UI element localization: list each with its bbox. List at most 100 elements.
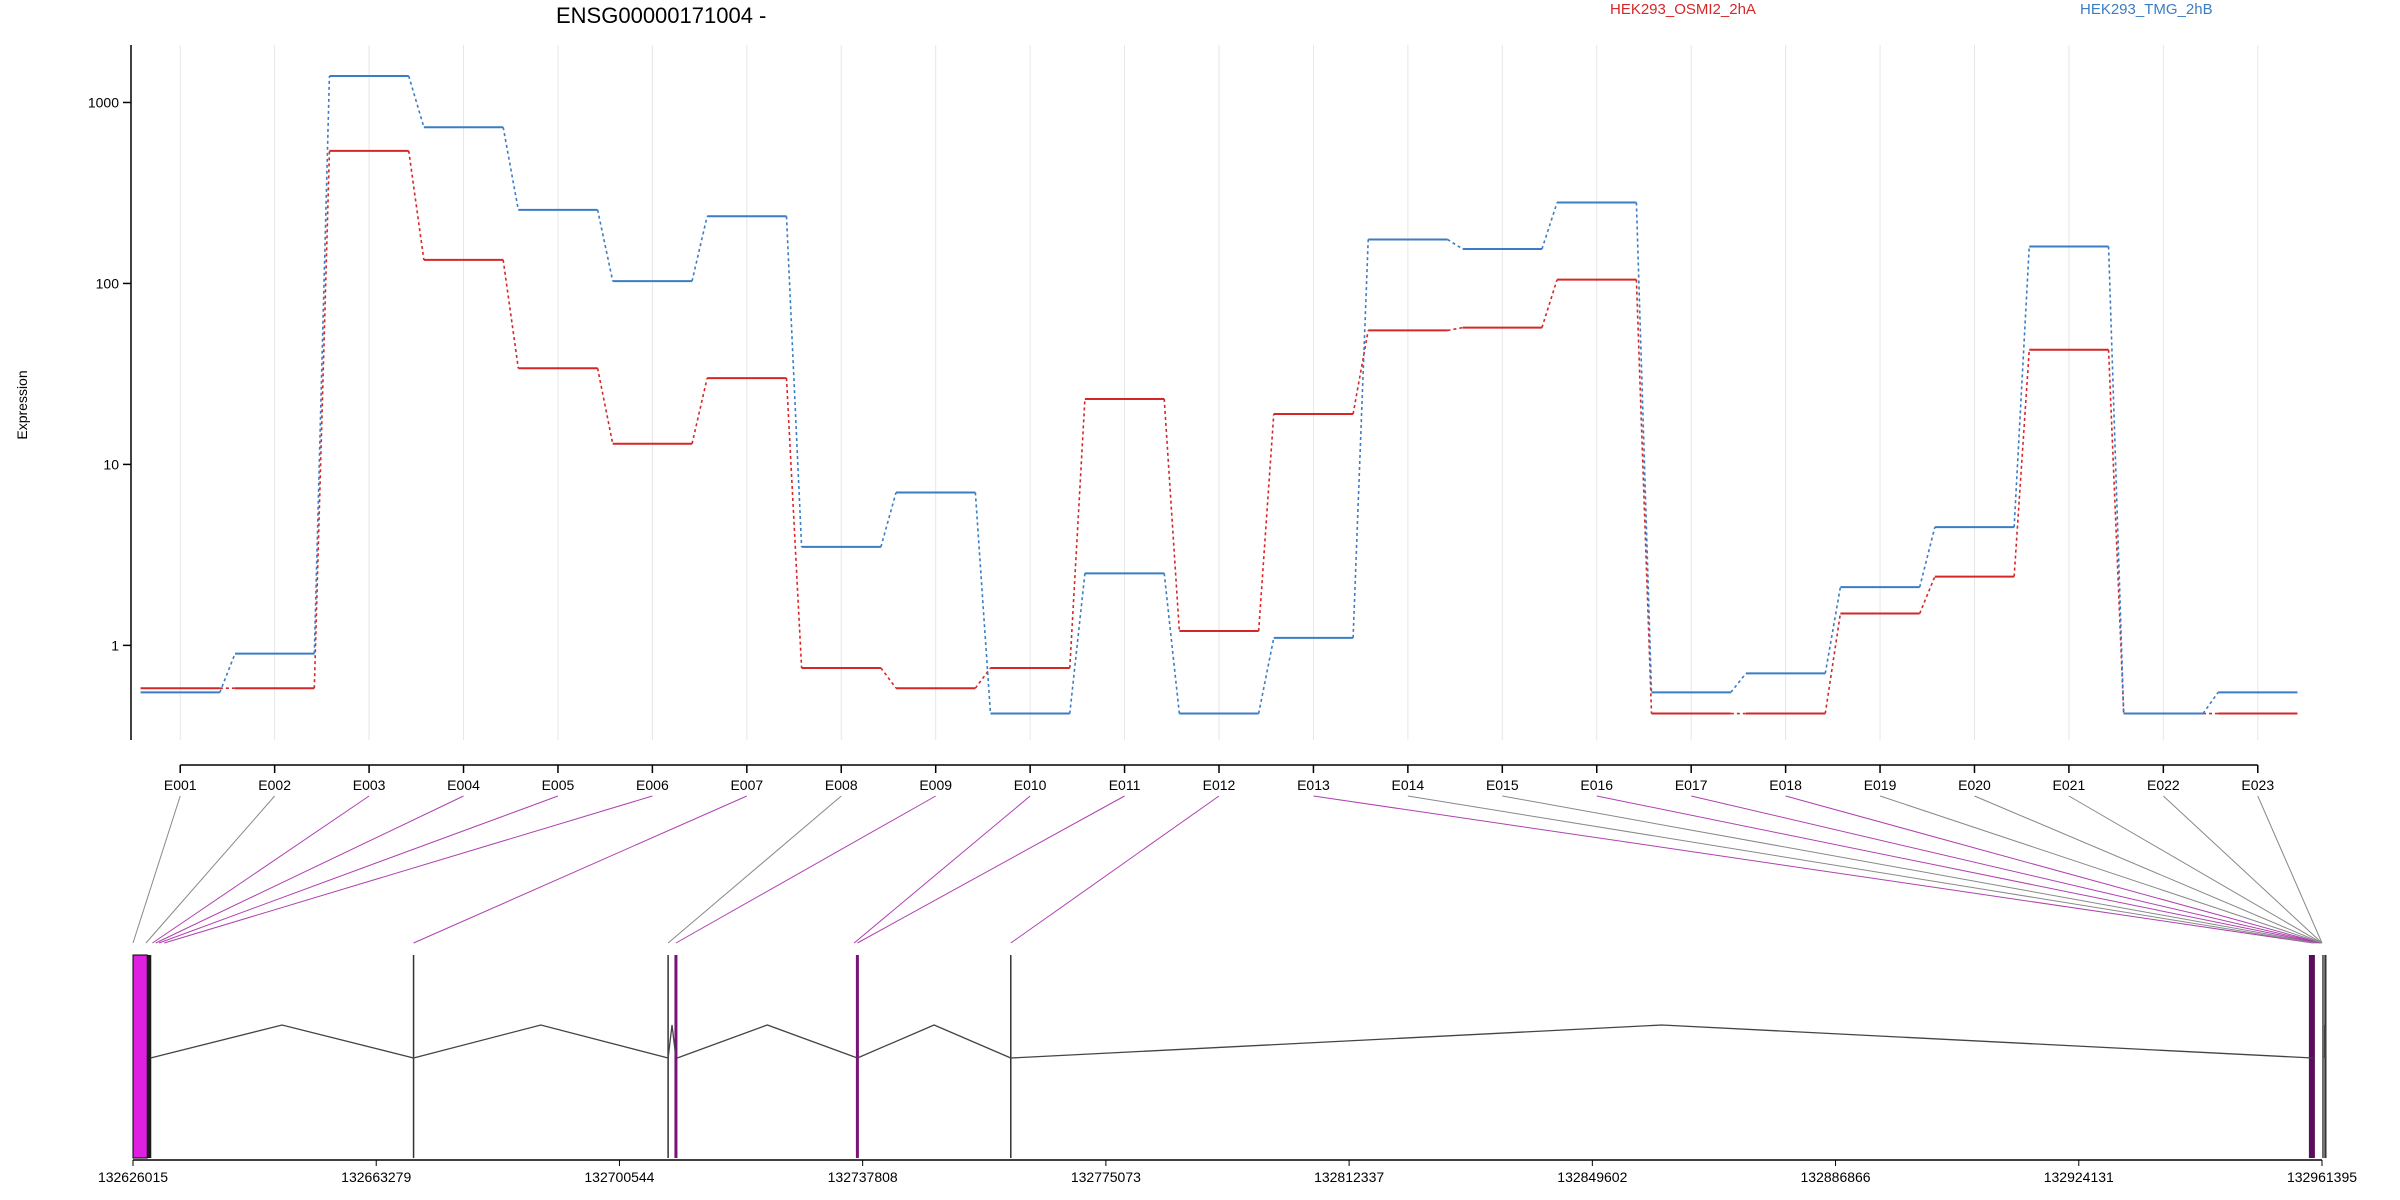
x-tick-label-E002: E002 bbox=[258, 777, 291, 793]
x-tick-label-E016: E016 bbox=[1580, 777, 1613, 793]
series-1 bbox=[140, 149, 2298, 715]
exon-block bbox=[147, 955, 152, 1158]
connector-E019 bbox=[1879, 795, 2322, 944]
series-2-transition bbox=[1730, 672, 1747, 693]
series-1-transition bbox=[407, 150, 425, 260]
connector-E012 bbox=[1010, 795, 1220, 944]
exon-block-cluster-left bbox=[132, 954, 148, 1159]
connector-E021 bbox=[2068, 795, 2323, 944]
x-axis: E001 E002 E003 E004 E005 E006 E007 E008 E009 E010… bbox=[164, 764, 2274, 793]
connector-E010 bbox=[853, 795, 1031, 944]
connector-E018 bbox=[1785, 795, 2321, 944]
x-tick-label-E020: E020 bbox=[1958, 777, 1991, 793]
series-2-transition bbox=[1257, 637, 1275, 714]
exon-connectors bbox=[132, 795, 2323, 944]
y-tick-label: 1000 bbox=[88, 94, 119, 110]
gene-model bbox=[132, 954, 2327, 1159]
x-tick-label-E010: E010 bbox=[1014, 777, 1047, 793]
connector-E008 bbox=[667, 795, 842, 944]
grid bbox=[179, 45, 2259, 740]
connector-E017 bbox=[1691, 795, 2321, 944]
legend-entry-series-2: HEK293_TMG_2hB bbox=[2080, 1, 2213, 18]
x-tick-label-E019: E019 bbox=[1864, 777, 1897, 793]
series-2-transition bbox=[2107, 246, 2125, 714]
x-tick-label-E017: E017 bbox=[1675, 777, 1708, 793]
coord-tick-label: 132737808 bbox=[828, 1169, 898, 1185]
series-1-transition bbox=[1541, 279, 1558, 328]
series-1-transition bbox=[1918, 576, 1936, 614]
chart-title: ENSG00000171004 - bbox=[556, 3, 766, 28]
series-2-transition bbox=[691, 216, 708, 282]
connector-E002 bbox=[145, 795, 276, 944]
series-2-transition bbox=[785, 216, 803, 547]
x-tick-label-E006: E006 bbox=[636, 777, 669, 793]
series-1-transition bbox=[502, 259, 520, 369]
x-tick-label-E013: E013 bbox=[1297, 777, 1330, 793]
series-1-transition bbox=[1068, 398, 1086, 669]
series-2-transition bbox=[1163, 573, 1181, 714]
connector-E001 bbox=[132, 795, 181, 944]
series-2-transition bbox=[1352, 239, 1370, 638]
coord-tick-label: 132663279 bbox=[341, 1169, 411, 1185]
coord-tick-label: 132626015 bbox=[98, 1169, 168, 1185]
x-tick-label-E023: E023 bbox=[2241, 777, 2274, 793]
series-lines bbox=[140, 75, 2298, 715]
x-tick-label-E021: E021 bbox=[2053, 777, 2086, 793]
series-2-transition bbox=[1447, 238, 1464, 250]
series-1-transition bbox=[880, 667, 897, 689]
series-1-transition bbox=[2107, 349, 2125, 714]
series-1-transition bbox=[1352, 330, 1369, 415]
series-1-transition bbox=[596, 368, 614, 444]
series-2-transition bbox=[1918, 526, 1936, 588]
x-tick-label-E015: E015 bbox=[1486, 777, 1519, 793]
connector-E016 bbox=[1596, 795, 2319, 944]
series-1-transition bbox=[1257, 413, 1275, 632]
x-tick-label-E007: E007 bbox=[730, 777, 763, 793]
connector-E014 bbox=[1407, 795, 2315, 944]
connector-E007 bbox=[413, 795, 748, 944]
legend: HEK293_OSMI2_2hA HEK293_TMG_2hB bbox=[1610, 1, 2213, 18]
connector-E009 bbox=[675, 795, 936, 944]
y-axis: 1 10 100 1000 bbox=[88, 45, 132, 740]
exon-block-cluster-right bbox=[2308, 955, 2315, 1158]
connector-E022 bbox=[2163, 795, 2323, 944]
x-tick-label-E003: E003 bbox=[353, 777, 386, 793]
intron bbox=[857, 1024, 1012, 1059]
connector-E006 bbox=[164, 795, 653, 944]
genomic-coordinate-axis: 132626015 132663279 132700544 132737808 1327… bbox=[98, 1159, 2357, 1185]
connector-E015 bbox=[1502, 795, 2317, 944]
series-2-transition bbox=[2202, 691, 2219, 715]
series-2-transition bbox=[219, 653, 236, 693]
intron bbox=[413, 1024, 669, 1059]
series-2-transition bbox=[1824, 586, 1842, 674]
series-1-transition bbox=[691, 377, 708, 444]
connector-E020 bbox=[1974, 795, 2322, 944]
connector-E004 bbox=[155, 795, 464, 944]
coord-tick-label: 132961395 bbox=[2287, 1169, 2357, 1185]
y-axis-title: Expression bbox=[14, 370, 30, 439]
series-2 bbox=[140, 75, 2298, 715]
y-tick-label: 100 bbox=[96, 275, 120, 291]
series-1-transition bbox=[313, 150, 331, 689]
connector-E023 bbox=[2257, 795, 2323, 944]
legend-entry-series-1: HEK293_OSMI2_2hA bbox=[1610, 1, 1756, 18]
series-1-transition bbox=[1635, 279, 1653, 714]
intron bbox=[677, 1024, 858, 1059]
x-tick-label-E004: E004 bbox=[447, 777, 480, 793]
connector-E003 bbox=[152, 795, 370, 944]
coord-tick-label: 132700544 bbox=[584, 1169, 654, 1185]
series-2-transition bbox=[407, 75, 425, 128]
coord-tick-label: 132924131 bbox=[2044, 1169, 2114, 1185]
x-tick-label-E014: E014 bbox=[1392, 777, 1425, 793]
series-2-transition bbox=[974, 492, 992, 714]
coord-tick-label: 132886866 bbox=[1801, 1169, 1871, 1185]
coord-tick-label: 132775073 bbox=[1071, 1169, 1141, 1185]
x-tick-label-E011: E011 bbox=[1109, 777, 1141, 793]
series-2-transition bbox=[502, 127, 520, 211]
series-1-transition bbox=[1447, 326, 1463, 332]
coord-tick-label: 132812337 bbox=[1314, 1169, 1384, 1185]
coord-tick-label: 132849602 bbox=[1557, 1169, 1627, 1185]
connector-E005 bbox=[158, 795, 559, 944]
series-1-transition bbox=[974, 667, 992, 689]
connector-E013 bbox=[1313, 795, 2313, 944]
